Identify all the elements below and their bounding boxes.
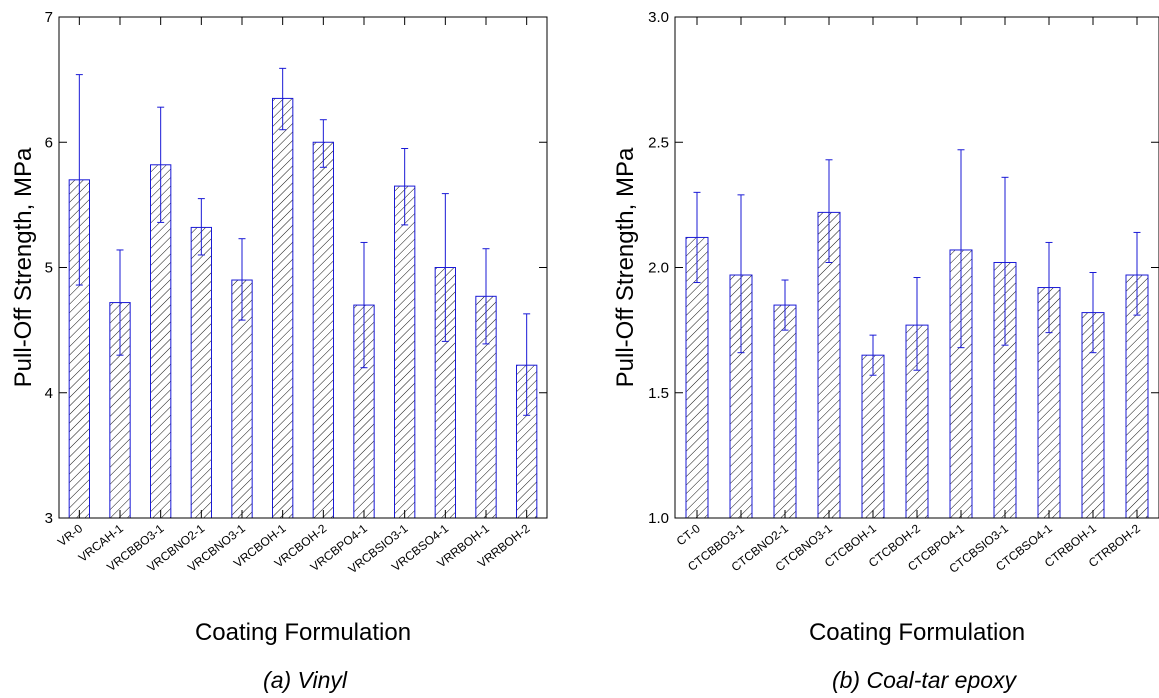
error-bar-vrrboh-1 [482, 248, 490, 345]
error-bar-vrcbsio3-1 [401, 148, 409, 226]
y-tick-label: 6 [45, 134, 53, 151]
bar-vrcbsio3-1 [394, 185, 416, 519]
error-bars [75, 67, 531, 416]
error-bar-ctcbno2-1 [781, 279, 789, 331]
bar-series [68, 97, 538, 519]
bar-vrcboh-2 [312, 141, 334, 519]
error-bar-ctcbpo4-1 [957, 149, 965, 349]
error-bar-vr-0 [75, 74, 83, 286]
bar-vrcboh-1 [272, 97, 294, 519]
y-tick-label: 1.0 [648, 510, 669, 527]
chart-panel-coal-tar-epoxy: 1.01.52.02.53.0 CT-0CTCBBO3-1CTCBNO2-1CT… [612, 9, 1159, 693]
error-bar-ctcbno3-1 [825, 159, 833, 263]
y-tick-label: 3 [45, 510, 53, 527]
error-bar-ctcbsio3-1 [1001, 176, 1009, 346]
chart-caption: (b) Coal-tar epoxy [832, 667, 1018, 693]
error-bar-vrcboh-2 [319, 119, 327, 168]
error-bar-ctcbbo3-1 [737, 194, 745, 354]
y-tick-label: 5 [45, 260, 53, 277]
bar-ctcbno2-1 [773, 304, 797, 519]
error-bar-vrcah-1 [116, 249, 124, 356]
error-bar-ctcboh-2 [913, 277, 921, 371]
y-tick-label: 3.0 [648, 9, 669, 26]
error-bar-vrrboh-2 [523, 313, 531, 416]
x-tick-label: CT-0 [674, 521, 703, 548]
y-tick-label: 2.5 [648, 134, 669, 151]
error-bars [693, 149, 1141, 376]
error-bar-ctcboh-1 [869, 334, 877, 376]
error-bar-ctrboh-2 [1133, 231, 1141, 316]
error-bar-vrcbno2-1 [197, 198, 205, 256]
error-bar-vrcbpo4-1 [360, 241, 368, 369]
y-tick-label: 4 [45, 385, 53, 402]
y-axis-title: Pull-Off Strength, MPa [10, 147, 37, 387]
chart-caption: (a) Vinyl [263, 667, 348, 693]
y-tick-label: 1.5 [648, 385, 669, 402]
bar-vrcbno2-1 [190, 226, 213, 519]
plot-frame [58, 16, 548, 519]
error-bar-ct-0 [693, 191, 701, 284]
error-bar-vrcbso4-1 [441, 193, 449, 342]
bar-ctcboh-1 [861, 354, 885, 519]
bar-series [685, 211, 1149, 519]
error-bar-vrcbno3-1 [238, 238, 246, 321]
x-axis-title: Coating Formulation [809, 619, 1025, 646]
error-bar-ctrboh-1 [1089, 272, 1097, 354]
y-tick-label: 7 [45, 9, 53, 26]
error-bar-vrcbbo3-1 [157, 106, 165, 223]
y-axis: 3 4 5 6 7 [45, 9, 547, 527]
x-axis-title: Coating Formulation [195, 619, 411, 646]
y-axis-title: Pull-Off Strength, MPa [612, 147, 639, 387]
y-tick-label: 2.0 [648, 260, 669, 277]
error-bar-vrcboh-1 [279, 67, 287, 131]
error-bar-ctcbso4-1 [1045, 241, 1053, 334]
y-axis: 1.0 1.5 2.0 2.5 3.0 [648, 9, 1159, 527]
x-tick-label: VR-0 [55, 521, 85, 549]
